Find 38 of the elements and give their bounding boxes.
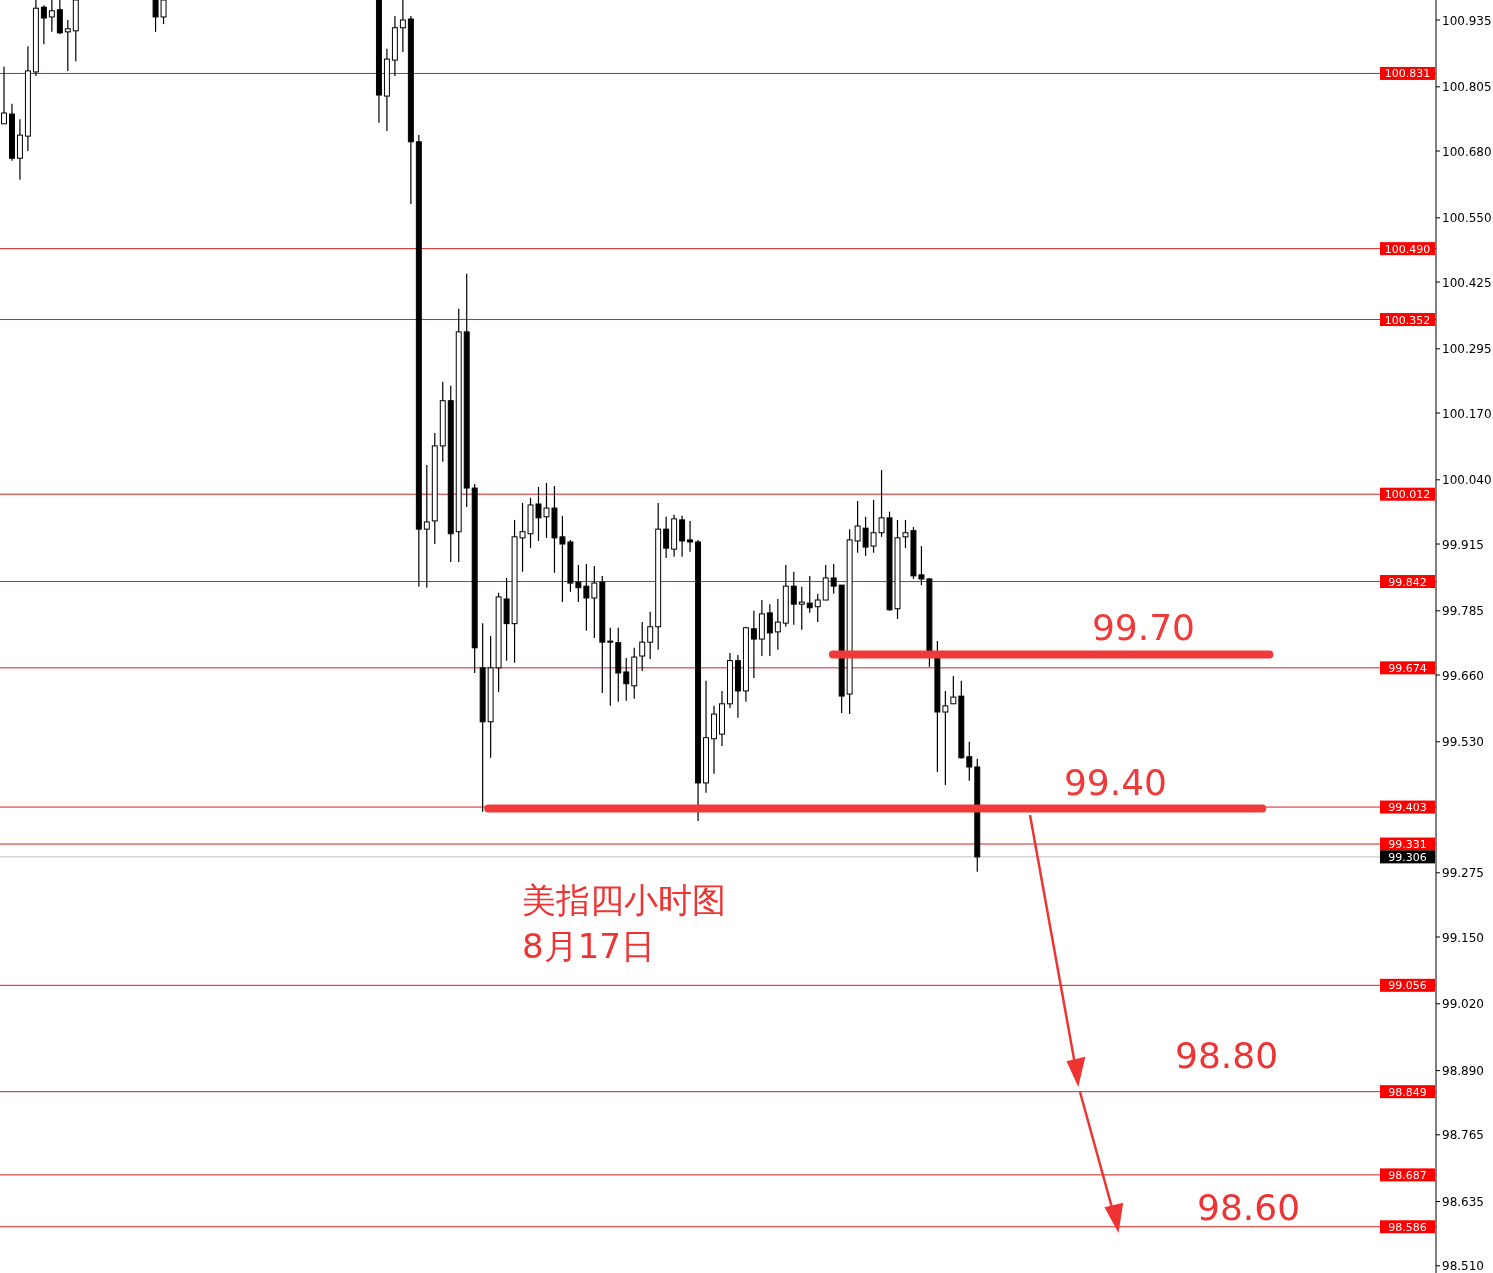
ref-line-label: 98.849 (1388, 1085, 1427, 1099)
y-tick-label: 100.425 (1442, 275, 1492, 290)
y-tick-label: 100.935 (1442, 13, 1492, 28)
annotation: 98.60 (1197, 1187, 1301, 1228)
ref-line-label: 99.842 (1388, 575, 1427, 589)
y-tick-label: 98.635 (1442, 1195, 1484, 1210)
ref-line-label: 98.687 (1388, 1168, 1427, 1182)
annotation: 美指四小时图 (522, 880, 726, 920)
y-tick-label: 99.530 (1442, 735, 1484, 750)
ref-line-label: 99.674 (1388, 661, 1427, 675)
y-tick-label: 100.295 (1442, 342, 1492, 357)
ref-line-label: 99.40 (1063, 761, 1167, 803)
y-tick-label: 98.765 (1442, 1128, 1484, 1143)
y-tick-label: 99.785 (1442, 604, 1484, 619)
y-tick-label: 99.020 (1442, 997, 1484, 1012)
y-tick-label: 98.510 (1442, 1259, 1484, 1273)
ref-line-label: 99.056 (1388, 979, 1427, 993)
y-tick-label: 100.550 (1442, 211, 1492, 226)
ref-line-label: 99.331 (1388, 838, 1427, 852)
ref-line-label: 100.352 (1384, 313, 1431, 327)
ref-line-label: 100.490 (1384, 242, 1431, 256)
ref-line-label: 99.403 (1388, 801, 1427, 815)
y-tick-label: 99.275 (1442, 866, 1484, 881)
y-tick-label: 100.805 (1442, 80, 1492, 95)
ref-line-label: 100.012 (1384, 488, 1431, 502)
y-tick-label: 98.890 (1442, 1064, 1484, 1079)
y-tick-label: 100.170 (1442, 406, 1492, 421)
annotation: 8月17日 (522, 926, 655, 966)
ref-line-label: 100.831 (1384, 67, 1431, 81)
y-tick-label: 99.915 (1442, 537, 1484, 552)
ref-line-label: 99.70 (1091, 607, 1195, 649)
annotation: 98.80 (1175, 1035, 1279, 1076)
y-tick-label: 100.040 (1442, 473, 1492, 488)
ref-line-label: 98.586 (1388, 1220, 1427, 1234)
y-tick-label: 99.150 (1442, 930, 1484, 945)
y-tick-label: 100.680 (1442, 144, 1492, 159)
ref-line-label: 99.306 (1388, 850, 1427, 864)
y-tick-label: 99.660 (1442, 668, 1484, 683)
